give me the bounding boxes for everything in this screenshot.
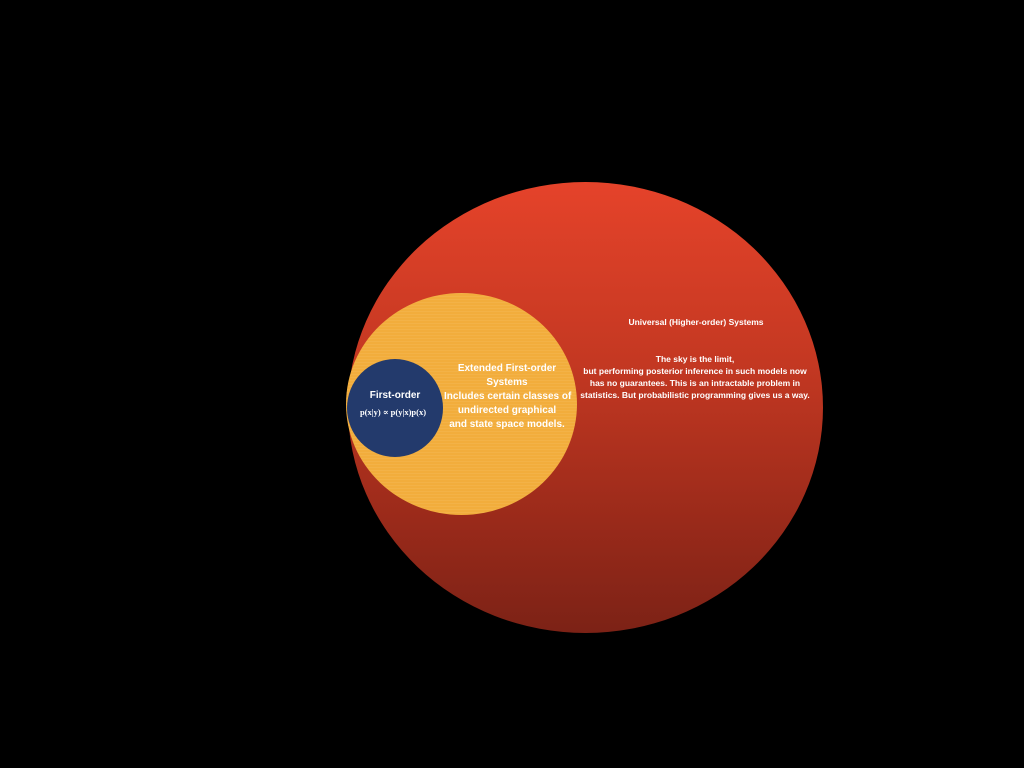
extended-first-order-line: undirected graphical	[457, 405, 557, 416]
first-order-title: First-order	[369, 390, 421, 401]
universal-systems-line: The sky is the limit,	[655, 354, 735, 364]
extended-first-order-description: Includes certain classes of undirected g…	[444, 390, 572, 432]
universal-systems-line: statistics. But probabilistic programmin…	[580, 390, 810, 400]
bayes-formula: p(x|y) ∝ p(y|x)p(x)	[359, 407, 427, 417]
universal-systems-line: but performing posterior inference in su…	[583, 366, 807, 376]
universal-systems-title: Universal (Higher-order) Systems	[628, 317, 764, 327]
universal-systems-description: The sky is the limit, but performing pos…	[570, 353, 820, 401]
extended-first-order-line: Includes certain classes of	[444, 391, 572, 402]
extended-first-order-title: Extended First-order Systems	[457, 363, 557, 388]
first-order-circle	[347, 359, 443, 457]
extended-first-order-line: and state space models.	[449, 419, 565, 430]
universal-systems-line: has no guarantees. This is an intractabl…	[589, 378, 801, 388]
